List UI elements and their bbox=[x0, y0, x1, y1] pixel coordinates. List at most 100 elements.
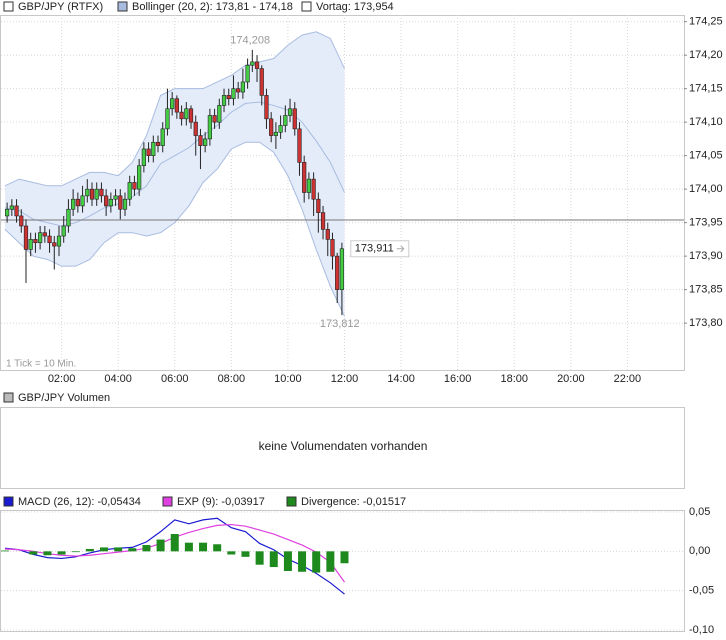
macd-panel bbox=[0, 510, 685, 632]
candle-body bbox=[184, 108, 189, 120]
candle-body bbox=[5, 208, 10, 217]
divergence-bar bbox=[142, 545, 151, 552]
divergence-bar bbox=[241, 551, 250, 557]
tick-note: 1 Tick = 10 Min. bbox=[6, 359, 76, 370]
candle-body bbox=[160, 128, 165, 146]
candle-body bbox=[14, 205, 19, 217]
x-tick-label: 16:00 bbox=[444, 373, 472, 385]
legend-label: Vortag: 173,954 bbox=[316, 1, 394, 13]
divergence-bar bbox=[269, 551, 278, 568]
candle-body bbox=[23, 225, 29, 250]
candle-body bbox=[226, 95, 231, 100]
candle-body bbox=[75, 198, 80, 207]
x-tick-label: 08:00 bbox=[218, 373, 246, 385]
y-tick-label: 174,20 bbox=[689, 49, 723, 61]
last-price-box bbox=[350, 240, 410, 258]
candle-body bbox=[240, 81, 245, 93]
candle-body bbox=[170, 98, 175, 110]
legend-swatch bbox=[3, 392, 14, 403]
candle-body bbox=[47, 235, 52, 244]
divergence-bar bbox=[100, 547, 109, 552]
legend-label: EXP (9): -0,03917 bbox=[177, 496, 265, 508]
divergence-bar bbox=[283, 551, 292, 571]
x-tick-label: 18:00 bbox=[500, 373, 528, 385]
candle-body bbox=[198, 135, 203, 146]
legend-label: MACD (26, 12): -0,05434 bbox=[18, 496, 141, 508]
y-tick-label: -0,05 bbox=[689, 585, 714, 597]
y-tick-label: 174,10 bbox=[689, 116, 723, 128]
candle-body bbox=[273, 131, 278, 136]
candle-body bbox=[297, 128, 302, 163]
y-tick-label: 174,00 bbox=[689, 183, 723, 195]
candle-body bbox=[52, 242, 57, 247]
candle-body bbox=[339, 248, 345, 290]
candle-body bbox=[245, 64, 250, 83]
candle-body bbox=[259, 68, 264, 96]
candle-body bbox=[179, 111, 184, 120]
x-tick-label: 22:00 bbox=[614, 373, 642, 385]
candle-body bbox=[217, 105, 222, 123]
y-tick-label: 174,05 bbox=[689, 150, 723, 162]
candle-body bbox=[278, 125, 283, 133]
candle-body bbox=[38, 232, 43, 244]
y-tick-label: -0,10 bbox=[689, 624, 714, 636]
bollinger-upper bbox=[4, 31, 345, 187]
candle-body bbox=[104, 195, 109, 207]
divergence-bar bbox=[184, 542, 193, 552]
candle-body bbox=[165, 108, 170, 130]
candle-body bbox=[283, 115, 288, 126]
legend-swatch bbox=[286, 496, 297, 507]
candle-body bbox=[99, 188, 104, 197]
low-annotation: 173,812 bbox=[320, 318, 360, 330]
candle-body bbox=[122, 198, 128, 210]
x-tick-label: 04:00 bbox=[104, 373, 132, 385]
legend-swatch bbox=[3, 1, 14, 12]
candle-body bbox=[94, 188, 99, 200]
candle-body bbox=[108, 198, 113, 207]
divergence-bar bbox=[312, 551, 321, 573]
divergence-bar bbox=[57, 551, 66, 555]
candle-body bbox=[316, 198, 321, 213]
candle-body bbox=[89, 188, 95, 200]
divergence-bar bbox=[128, 548, 137, 552]
candle-body bbox=[335, 255, 340, 290]
candle-body bbox=[306, 178, 312, 193]
candle-body bbox=[71, 198, 76, 210]
x-tick-label: 20:00 bbox=[557, 373, 585, 385]
candle-body bbox=[174, 98, 179, 113]
candle-body bbox=[203, 138, 208, 146]
volume-title: GBP/JPY Volumen bbox=[18, 392, 110, 404]
legend-label: GBP/JPY (RTFX) bbox=[18, 1, 103, 13]
candle-body bbox=[292, 108, 297, 130]
y-tick-label: 174,25 bbox=[689, 16, 723, 28]
macd-line bbox=[4, 517, 345, 595]
candle-body bbox=[141, 148, 146, 167]
candle-body bbox=[9, 205, 14, 210]
candle-body bbox=[56, 235, 62, 247]
y-tick-label: 173,85 bbox=[689, 284, 723, 296]
x-tick-label: 02:00 bbox=[48, 373, 76, 385]
divergence-bar bbox=[156, 539, 165, 552]
candle-body bbox=[66, 208, 71, 227]
legend-swatch bbox=[162, 496, 173, 507]
legend-label: Divergence: -0,01517 bbox=[301, 496, 406, 508]
candle-body bbox=[146, 148, 151, 156]
x-tick-label: 12:00 bbox=[331, 373, 359, 385]
divergence-bar bbox=[298, 551, 307, 572]
divergence-bar bbox=[326, 551, 335, 572]
candle-body bbox=[127, 182, 132, 200]
candle-body bbox=[19, 215, 24, 227]
candle-body bbox=[61, 225, 66, 237]
divergence-bar bbox=[85, 548, 94, 552]
candle-body bbox=[207, 115, 212, 140]
candle-body bbox=[231, 88, 236, 100]
y-tick-label: 174,15 bbox=[689, 83, 723, 95]
candle-body bbox=[221, 95, 227, 106]
legend-swatch bbox=[301, 1, 312, 12]
candle-body bbox=[311, 178, 316, 200]
legend-swatch bbox=[3, 496, 14, 507]
x-tick-label: 06:00 bbox=[161, 373, 189, 385]
price-panel bbox=[0, 15, 685, 371]
y-tick-label: 0,00 bbox=[689, 545, 710, 557]
candle-body bbox=[269, 118, 274, 136]
